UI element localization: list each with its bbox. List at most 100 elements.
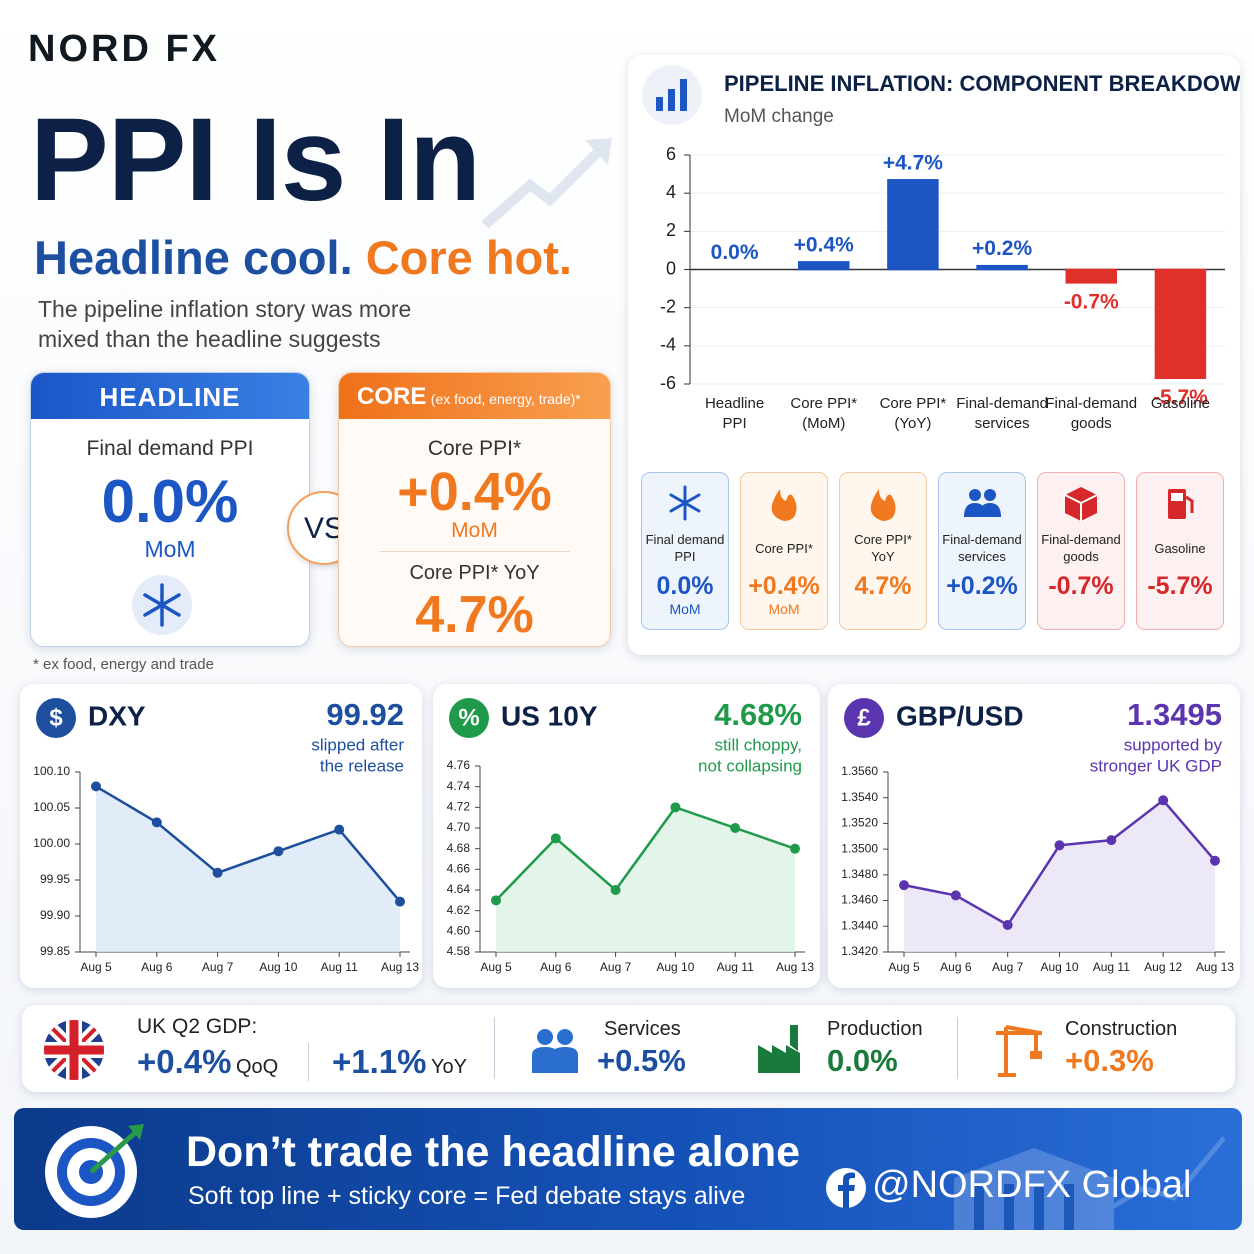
value-label: +0.4% <box>794 233 854 256</box>
card-header: HEADLINE <box>31 373 309 419</box>
x-tick-label: Aug 13 <box>381 960 419 974</box>
y-tick-label: 4.60 <box>447 924 471 938</box>
gdp-yoy: +1.1% YoY <box>332 1043 467 1081</box>
bar <box>887 179 939 271</box>
line-chart: $ DXY 99.92 slipped after the release 99.85 99… <box>33 697 419 974</box>
x-tick-label: Aug 10 <box>656 960 694 974</box>
market-value: 4.68% <box>714 697 802 732</box>
footnote: * ex food, energy and trade <box>33 656 214 673</box>
divider <box>494 1017 495 1079</box>
x-tick-label: Aug 11 <box>717 960 754 974</box>
item-value: 0.0% <box>827 1043 898 1078</box>
area <box>96 786 400 952</box>
y-tick-label: 4.62 <box>447 903 471 917</box>
tile: Gasoline -5.7% <box>1136 472 1224 630</box>
core-qualifier: (ex food, energy, trade)* <box>430 391 581 407</box>
headline-line: Headline cool. Core hot. <box>34 230 572 285</box>
x-tick-label: Aug 6 <box>540 960 572 974</box>
y-tick-label: -6 <box>660 373 676 393</box>
headline-a: Headline cool. <box>34 231 353 284</box>
tile-label: Final-demand goods <box>1041 532 1121 564</box>
metric-value: 4.7% <box>415 586 534 644</box>
icon-circle <box>36 698 76 738</box>
point <box>1158 795 1169 806</box>
icon-circle <box>449 698 489 738</box>
y-tick-label: 4.64 <box>447 882 471 896</box>
x-tick-label: Final-demand services <box>956 395 1048 432</box>
x-tick-label: Aug 5 <box>888 960 920 974</box>
x-tick-label: Aug 10 <box>1040 960 1078 974</box>
x-tick-label: Aug 12 <box>1144 960 1182 974</box>
tile-label: Core PPI* <box>755 540 813 556</box>
y-tick-label: 1.3560 <box>841 764 878 778</box>
metric-label: Final demand PPI <box>86 437 254 460</box>
point <box>790 843 800 854</box>
gdp-title: UK Q2 GDP: <box>137 1015 258 1038</box>
y-tick-label: 6 <box>666 144 676 164</box>
banner-title: Don’t trade the headline alone <box>186 1128 801 1176</box>
market-name: US 10Y <box>501 700 598 731</box>
core-label: CORE <box>357 383 427 410</box>
icon: % <box>458 704 479 731</box>
item-value: +0.3% <box>1065 1043 1154 1078</box>
icon: £ <box>857 704 871 731</box>
y-tick-label: 4.70 <box>447 820 471 834</box>
tile: Final demand PPI 0.0% MoM <box>641 472 729 630</box>
headline-card: HEADLINE Final demand PPI 0.0% MoM <box>30 372 310 647</box>
tile-label: Gasoline <box>1154 540 1206 556</box>
y-tick-label: 4.68 <box>447 841 471 855</box>
icon-circle <box>844 698 884 738</box>
y-tick-label: 1.3440 <box>841 918 878 932</box>
tile-icon <box>870 489 896 521</box>
item-value: +0.5% <box>597 1043 686 1078</box>
divider <box>957 1017 958 1079</box>
bar <box>798 261 850 271</box>
tile-unit: MoM <box>768 601 800 617</box>
breakdown-panel: PIPELINE INFLATION: COMPONENT BREAKDOWN … <box>628 55 1240 655</box>
tile-icon <box>1064 487 1098 521</box>
vs-badge: VS <box>287 491 361 565</box>
market-note: supported by <box>1124 735 1223 754</box>
x-tick-label: Core PPI* (YoY) <box>880 395 947 432</box>
y-tick-label: 100.05 <box>33 800 70 814</box>
market-name: DXY <box>88 700 146 731</box>
point <box>899 880 909 891</box>
core-card: CORE (ex food, energy, trade)* Core PPI*… <box>338 372 611 647</box>
tile: Final-demand services +0.2% <box>938 472 1026 630</box>
point <box>670 802 681 813</box>
card-header: CORE (ex food, energy, trade)* <box>339 373 610 419</box>
market-note: still choppy, <box>714 735 802 754</box>
divider <box>379 551 570 552</box>
x-tick-label: Aug 6 <box>141 960 173 974</box>
point <box>1054 840 1065 851</box>
metric-label: Core PPI* YoY <box>409 562 540 584</box>
metric-value: +0.4% <box>397 462 552 522</box>
point <box>730 823 741 833</box>
metric-label: Core PPI* <box>427 437 522 460</box>
market-note: slipped after <box>311 735 404 754</box>
market-note: not collapsing <box>698 756 802 775</box>
people-icon <box>532 1029 578 1073</box>
unit: YoY <box>430 1056 467 1078</box>
point <box>1002 920 1013 930</box>
y-tick-label: 4.66 <box>447 862 471 876</box>
gdp-qoq: +0.4% QoQ <box>137 1043 278 1081</box>
y-tick-label: 4.76 <box>447 758 471 772</box>
item-label: Services <box>604 1018 681 1040</box>
area <box>904 800 1215 952</box>
x-tick-label: Gasoline <box>1151 395 1210 412</box>
gdp-strip: UK Q2 GDP: +0.4% QoQ +1.1% YoY Services … <box>22 1005 1235 1092</box>
y-tick-label: 99.90 <box>40 908 70 922</box>
factory-icon <box>758 1025 800 1073</box>
tile-value: -0.7% <box>1048 572 1114 600</box>
market-note: the release <box>320 756 404 775</box>
market-name: GBP/USD <box>896 700 1024 731</box>
market-value: 1.3495 <box>1127 697 1222 732</box>
y-tick-label: -4 <box>660 335 676 355</box>
value: +0.4% <box>137 1043 232 1080</box>
point <box>491 895 501 906</box>
market-card: $ DXY 99.92 slipped after the release 99.85 99… <box>20 684 422 988</box>
x-tick-label: Aug 5 <box>80 960 112 974</box>
unit: QoQ <box>235 1056 279 1078</box>
